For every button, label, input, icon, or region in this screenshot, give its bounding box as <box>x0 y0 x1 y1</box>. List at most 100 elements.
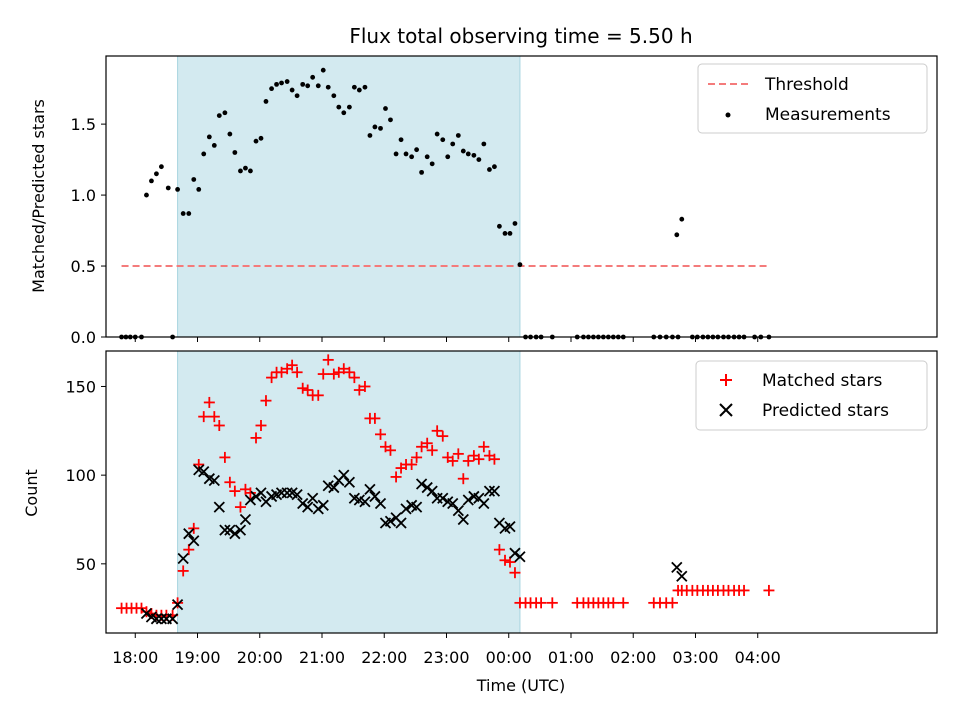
matched-stars-point <box>348 372 360 384</box>
measurement-point <box>403 151 409 157</box>
predicted-stars-point <box>671 561 683 574</box>
top-y-tick-label: 0.0 <box>71 328 96 347</box>
measurement-point <box>476 157 482 163</box>
measurement-point <box>232 150 238 155</box>
matched-stars-point <box>738 584 750 596</box>
predicted-stars-point <box>509 547 521 559</box>
matched-stars-point <box>172 597 184 609</box>
matched-stars-point <box>384 444 396 456</box>
matched-stars-point <box>213 419 225 431</box>
predicted-stars-point <box>483 485 496 497</box>
top-y-axis-label: Matched/Predicted stars <box>29 99 48 293</box>
matched-stars-point <box>250 432 262 444</box>
predicted-stars-point <box>452 504 464 517</box>
matched-stars-point <box>369 412 381 424</box>
x-axis-label: Time (UTC) <box>476 676 565 695</box>
matched-stars-point <box>509 567 521 579</box>
top-y-tick-label: 0.5 <box>71 257 96 276</box>
measurement-point <box>269 86 274 92</box>
matched-stars-point <box>437 430 449 442</box>
top-y-tick-label: 1.5 <box>71 115 96 134</box>
measurement-point <box>258 135 264 141</box>
measurement-point <box>378 125 383 131</box>
matched-stars-point <box>208 411 220 423</box>
x-tick-label: 21:00 <box>299 648 345 667</box>
predicted-stars-point <box>504 520 516 533</box>
bottom-y-tick-label: 100 <box>65 466 96 485</box>
measurement-point <box>165 185 171 191</box>
predicted-stars-legend-label: Predicted stars <box>762 401 889 421</box>
matched-stars-point <box>457 473 469 485</box>
predicted-stars-point <box>250 490 262 503</box>
measurement-point <box>325 84 331 90</box>
matched-stars-point <box>504 556 516 568</box>
predicted-stars-legend-marker <box>719 403 733 417</box>
matched-stars-point <box>297 382 309 394</box>
top-chart-title: Flux total observing time = 5.50 h <box>349 24 692 48</box>
predicted-stars-point <box>224 524 236 536</box>
predicted-stars-point <box>317 499 329 511</box>
matched-stars-point <box>478 441 490 453</box>
predicted-stars-point <box>400 503 412 515</box>
matched-stars-point <box>416 441 428 453</box>
bottom-y-tick-label: 150 <box>65 377 96 396</box>
measurement-point <box>481 141 487 147</box>
matched-stars-point <box>488 453 500 465</box>
matched-stars-point <box>462 455 474 467</box>
predicted-stars-point <box>213 501 225 513</box>
x-tick-label: 22:00 <box>361 648 407 667</box>
measurement-point <box>279 80 284 86</box>
threshold-legend-label: Threshold <box>764 75 849 95</box>
predicted-stars-point <box>140 607 153 620</box>
top-observing-window <box>177 56 520 337</box>
predicted-stars-point <box>410 501 423 513</box>
measurements-legend-marker <box>725 112 731 118</box>
measurement-point <box>502 230 508 236</box>
measurement-point <box>471 152 477 158</box>
measurement-point <box>180 211 186 216</box>
measurement-point <box>419 169 424 175</box>
x-tick-label: 01:00 <box>548 648 594 667</box>
measurement-point <box>216 113 222 119</box>
measurement-point <box>320 67 326 73</box>
x-tick-label: 18:00 <box>112 648 158 667</box>
measurement-point <box>305 83 311 89</box>
top-y-tick-label: 1.0 <box>71 186 96 205</box>
top-legend: Threshold Measurements <box>697 63 928 134</box>
top-panel: Flux total observing time = 5.50 h 0.0 0.… <box>29 24 938 347</box>
measurement-point <box>393 151 399 157</box>
measurement-point <box>331 93 337 99</box>
matched-stars-point <box>406 459 418 471</box>
predicted-stars-point <box>421 481 433 494</box>
x-tick-label: 19:00 <box>174 648 220 667</box>
measurement-point <box>383 106 388 111</box>
matched-stars-point <box>266 372 278 384</box>
measurement-point <box>186 211 192 216</box>
measurement-point <box>144 192 149 198</box>
bottom-legend: Matched stars Predicted stars <box>695 360 928 431</box>
matched-stars-point <box>188 522 200 534</box>
measurement-point <box>206 134 212 140</box>
matched-stars-point <box>666 597 678 609</box>
predicted-stars-point <box>462 494 474 506</box>
top-legend-box <box>697 63 928 134</box>
measurement-point <box>248 168 253 174</box>
measurement-point <box>388 117 393 123</box>
matched-stars-point <box>219 451 231 463</box>
matched-stars-point <box>546 597 558 609</box>
measurement-point <box>274 81 279 87</box>
predicted-stars-point <box>364 483 376 495</box>
matched-stars-point <box>193 459 205 471</box>
predicted-stars-point <box>166 613 179 625</box>
matched-stars-point <box>452 448 464 460</box>
measurement-point <box>243 165 248 171</box>
measurement-point <box>512 221 518 226</box>
predicted-stars-point <box>198 465 210 478</box>
predicted-stars-point <box>307 492 319 504</box>
measurement-point <box>300 81 306 87</box>
matched-stars-series <box>116 354 775 621</box>
matched-stars-point <box>255 419 267 431</box>
measurement-point <box>424 154 430 160</box>
matched-stars-point <box>203 396 215 408</box>
predicted-stars-point <box>374 497 387 510</box>
